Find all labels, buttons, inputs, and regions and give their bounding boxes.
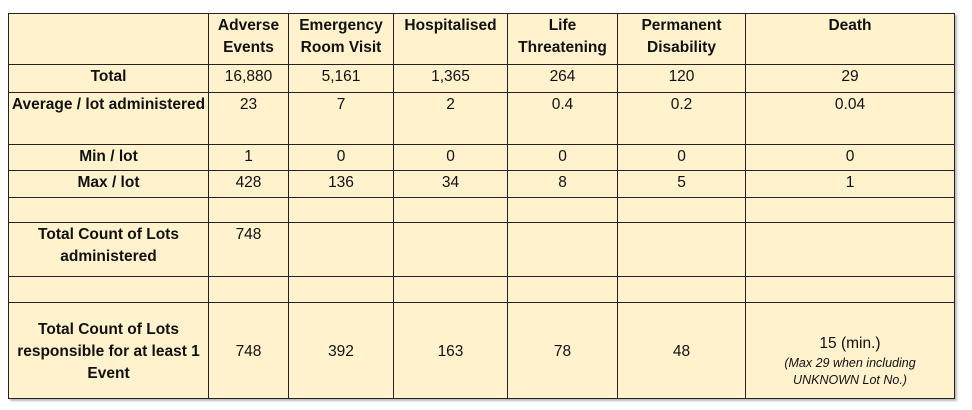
table-cell [393,276,508,303]
table-cell: 29 [745,64,955,93]
lot-statistics-table: Adverse Events Emergency Room Visit Hospit… [8,13,955,399]
table-cell: 5 [617,170,746,198]
table-cell: 34 [393,170,508,198]
table-cell [288,222,394,277]
table-cell: 78 [507,302,618,399]
table-cell: 748 [208,302,289,399]
column-header: Death [745,13,955,65]
table-cell [617,197,746,223]
table-cell: 0.4 [507,92,618,145]
table-cell: 23 [208,92,289,145]
table-row: Average / lot administered 23 7 2 0.4 0.2 0.04 [8,92,955,145]
table-cell: 1 [745,170,955,198]
table-row [8,197,955,223]
table-cell: 0 [393,144,508,171]
table-cell [288,276,394,303]
table-cell: 136 [288,170,394,198]
table-cell: 0 [745,144,955,171]
row-label: Min / lot [8,144,209,171]
column-header [8,13,209,65]
table-cell: 0.2 [617,92,746,145]
column-header: Life Threatening [507,13,618,65]
table-cell: 16,880 [208,64,289,93]
table-cell [745,197,955,223]
row-label: Total Count of Lots administered [8,222,209,277]
table-cell: 163 [393,302,508,399]
table-cell [507,222,618,277]
table-cell: 0.04 [745,92,955,145]
table-cell [393,222,508,277]
table-cell: 392 [288,302,394,399]
column-header: Permanent Disability [617,13,746,65]
table-cell: 748 [208,222,289,277]
table-row: Max / lot 428 136 34 8 5 1 [8,170,955,198]
table-row: Total Count of Lots responsible for at l… [8,302,955,399]
header-row: Adverse Events Emergency Room Visit Hospit… [8,13,955,65]
row-label: Total [8,64,209,93]
death-note: (Max 29 when including UNKNOWN Lot No.) [784,356,916,387]
table-cell: 5,161 [288,64,394,93]
table-cell: 0 [507,144,618,171]
table-cell: 428 [208,170,289,198]
table-cell: 1,365 [393,64,508,93]
table-cell: 7 [288,92,394,145]
row-label: Max / lot [8,170,209,198]
table-cell [208,197,289,223]
column-header: Emergency Room Visit [288,13,394,65]
table-cell: 2 [393,92,508,145]
column-header: Adverse Events [208,13,289,65]
table-cell [288,197,394,223]
row-label [8,197,209,223]
table-row: Min / lot 1 0 0 0 0 0 [8,144,955,171]
table-cell [617,222,746,277]
table-cell [745,276,955,303]
table-cell [617,276,746,303]
table-cell [208,276,289,303]
table-cell: 48 [617,302,746,399]
row-label [8,276,209,303]
table-cell: 120 [617,64,746,93]
table-cell [745,222,955,277]
table-cell: 8 [507,170,618,198]
column-header: Hospitalised [393,13,508,65]
table-cell: 264 [507,64,618,93]
table-cell: 0 [617,144,746,171]
table-cell: 0 [288,144,394,171]
table-cell: 1 [208,144,289,171]
table-row [8,276,955,303]
table-cell [507,197,618,223]
table-cell: 15 (min.) (Max 29 when including UNKNOWN … [745,302,955,399]
table-cell [507,276,618,303]
row-label: Total Count of Lots responsible for at l… [8,302,209,399]
table-row: Total 16,880 5,161 1,365 264 120 29 [8,64,955,93]
table-row: Total Count of Lots administered 748 [8,222,955,277]
death-count-value: 15 (min.) [819,335,881,352]
table-cell [393,197,508,223]
row-label: Average / lot administered [8,92,209,145]
